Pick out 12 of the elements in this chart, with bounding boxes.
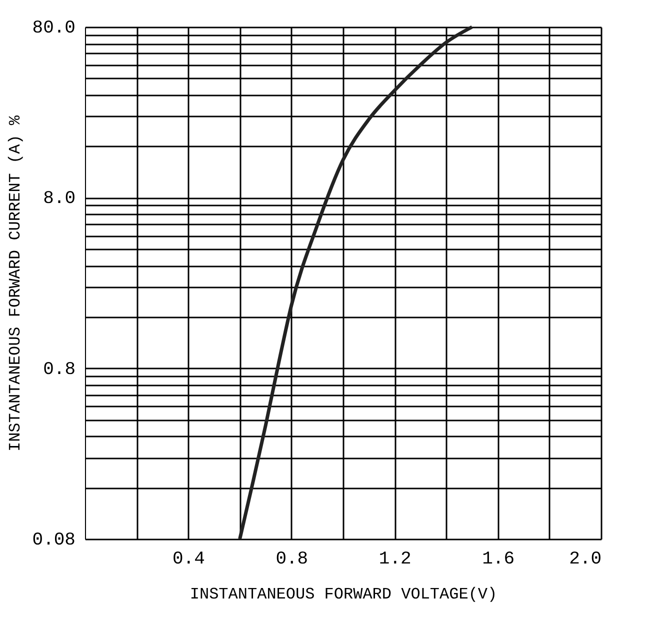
x-tick-label: 2.0 — [569, 550, 602, 570]
x-tick-label: 0.4 — [172, 550, 205, 570]
y-tick-label: 80.0 — [32, 18, 76, 38]
x-tick-label: 0.8 — [276, 550, 308, 570]
line-series — [238, 25, 474, 541]
y-tick-label: 0.08 — [32, 530, 76, 550]
y-tick-label: 0.8 — [43, 360, 76, 380]
y-axis-title: INSTANTANEOUS FORWARD CURRENT (A) % — [6, 115, 24, 452]
x-tick-label: 1.2 — [378, 550, 412, 570]
y-tick-label: 8.0 — [43, 189, 76, 210]
x-tick-label: 1.6 — [482, 550, 515, 570]
x-axis-title: INSTANTANEOUS FORWARD VOLTAGE(V) — [190, 586, 498, 604]
